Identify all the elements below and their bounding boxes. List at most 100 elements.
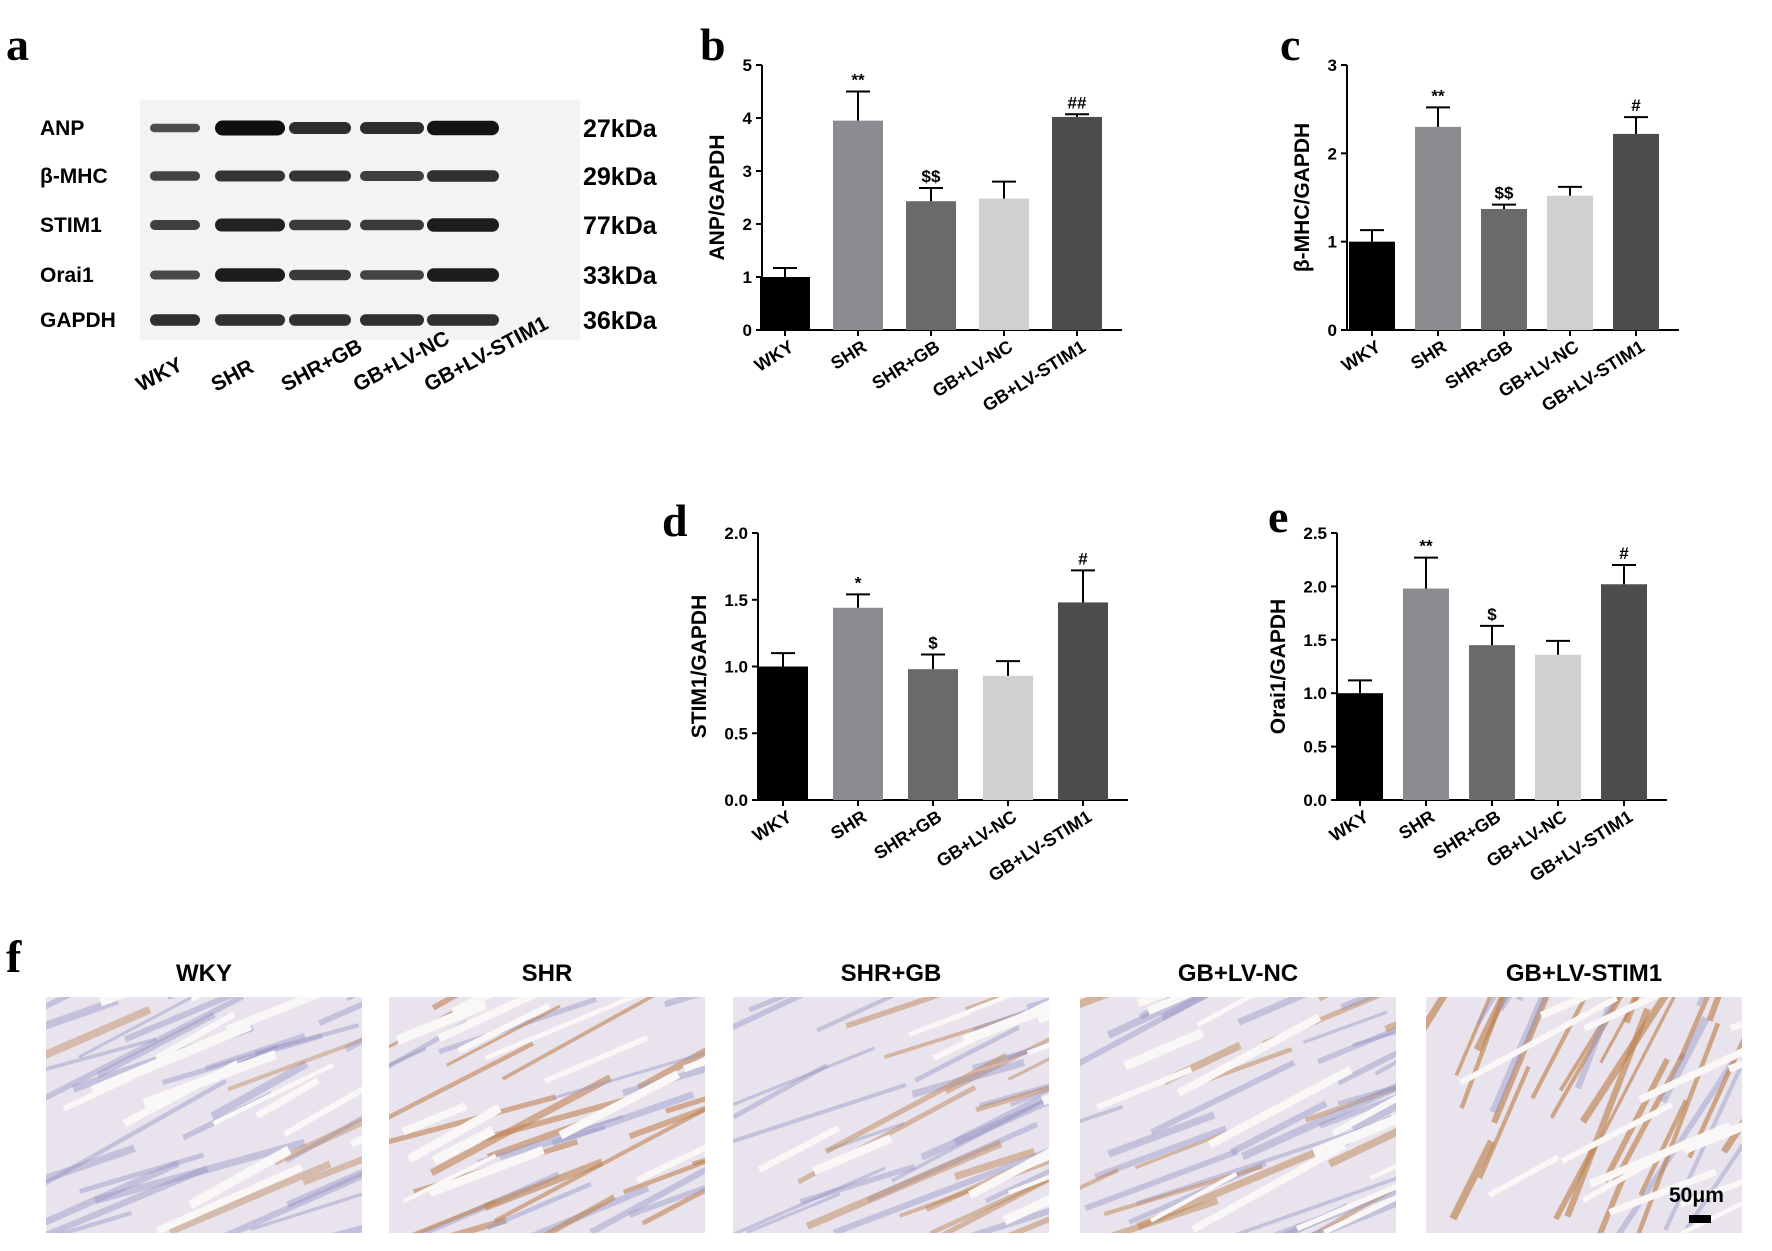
- bar: [979, 198, 1029, 330]
- blot-band: [360, 314, 424, 326]
- ihc-title: GB+LV-STIM1: [1505, 960, 1663, 987]
- bar: [1469, 645, 1515, 800]
- significance-label: $$: [1495, 184, 1514, 203]
- y-tick-label: 1.0: [724, 658, 748, 677]
- significance-label: **: [1431, 86, 1445, 105]
- blot-band: [289, 269, 351, 281]
- significance-label: #: [1078, 549, 1088, 568]
- y-axis-label: Orai1/GAPDH: [1270, 599, 1290, 734]
- y-tick-label: 2.0: [724, 524, 748, 543]
- y-tick-label: 0.0: [1303, 791, 1327, 810]
- blot-band: [289, 219, 351, 231]
- y-tick-label: 2.5: [1303, 524, 1327, 543]
- scale-bar: [1689, 1215, 1711, 1223]
- y-tick-label: 1.5: [1303, 631, 1327, 650]
- y-tick-label: 0: [743, 321, 752, 340]
- significance-label: #: [1631, 96, 1641, 115]
- panel-label-c: c: [1280, 19, 1301, 70]
- blot-band: [215, 314, 285, 326]
- bar: [1349, 241, 1395, 330]
- blot-band: [289, 122, 351, 134]
- y-axis-label: STIM1/GAPDH: [688, 595, 711, 739]
- y-axis-label: ANP/GAPDH: [706, 134, 729, 260]
- blot-band: [360, 270, 424, 280]
- bar: [1052, 116, 1102, 330]
- blot-band: [289, 170, 351, 182]
- y-tick-label: 2: [1328, 144, 1337, 163]
- bar: [1601, 584, 1647, 800]
- bar: [906, 201, 956, 330]
- blot-band: [215, 218, 285, 232]
- y-tick-label: 1.0: [1303, 684, 1327, 703]
- bar: [1481, 208, 1527, 330]
- blot-band: [215, 120, 285, 136]
- y-tick-label: 1: [743, 268, 752, 287]
- bar: [1337, 693, 1383, 800]
- x-tick-label: WKY: [1338, 336, 1384, 375]
- significance-label: $: [928, 633, 938, 652]
- panel-label-a: a: [6, 19, 29, 70]
- y-tick-label: 0.5: [1303, 738, 1327, 757]
- blot-kda-label: 33kDa: [583, 262, 658, 290]
- blot-protein-label: ANP: [40, 117, 84, 140]
- blot-kda-label: 77kDa: [583, 212, 658, 240]
- blot-kda-label: 36kDa: [583, 307, 658, 335]
- bar: [760, 277, 810, 330]
- blot-protein-label: GAPDH: [40, 309, 116, 332]
- y-tick-label: 3: [743, 162, 752, 181]
- ihc-image: [733, 997, 1049, 1233]
- blot-band: [360, 219, 424, 231]
- blot-band: [427, 268, 499, 282]
- blot-protein-label: Orai1: [40, 264, 94, 287]
- bar: [1403, 588, 1449, 800]
- significance-label: $$: [922, 167, 941, 186]
- bar: [1613, 133, 1659, 330]
- scale-bar-label: 50μm: [1669, 1184, 1724, 1207]
- y-tick-label: 5: [743, 56, 752, 75]
- significance-label: **: [1419, 537, 1433, 556]
- bar: [1535, 654, 1581, 800]
- blot-band: [427, 218, 499, 232]
- blot-band: [150, 270, 200, 280]
- blot-protein-label: β-MHC: [40, 165, 108, 188]
- bar: [758, 666, 808, 800]
- ihc-image: [389, 997, 705, 1233]
- panel-label-f: f: [6, 931, 22, 982]
- blot-band: [150, 220, 200, 230]
- significance-label: $: [1487, 605, 1497, 624]
- y-axis-label: β-MHC/GAPDH: [1291, 123, 1314, 272]
- blot-band: [427, 120, 499, 136]
- blot-band: [150, 314, 200, 326]
- y-tick-label: 1: [1328, 233, 1337, 252]
- y-tick-label: 4: [743, 109, 753, 128]
- bar-chart-anp: 012345ANP/GAPDHWKY**SHR$$SHR+GBGB+LV-NC#…: [706, 56, 1122, 415]
- blot-band: [427, 314, 499, 326]
- x-tick-label: WKY: [751, 336, 797, 375]
- ihc-image: [1426, 997, 1742, 1233]
- blot-lane-label: WKY: [133, 353, 187, 396]
- ihc-image: [46, 997, 362, 1233]
- bar: [1058, 602, 1108, 800]
- y-tick-label: 1.5: [724, 591, 748, 610]
- blot-kda-label: 29kDa: [583, 163, 658, 191]
- western-blot: ANP 27kDa β-MHC 29kDa STIM1 77kDa Orai1 33kDa GA…: [40, 100, 658, 396]
- y-tick-label: 0: [1328, 321, 1337, 340]
- y-tick-label: 3: [1328, 56, 1337, 75]
- panel-label-e: e: [1268, 491, 1289, 542]
- x-tick-label: SHR: [827, 336, 870, 373]
- y-tick-label: 0.0: [724, 791, 748, 810]
- bar: [908, 669, 958, 800]
- ihc-title: SHR: [521, 960, 573, 987]
- bar: [983, 675, 1033, 800]
- significance-label: ##: [1068, 93, 1087, 112]
- ihc-title: GB+LV-NC: [1177, 960, 1299, 987]
- y-tick-label: 2: [743, 215, 752, 234]
- y-tick-label: 0.5: [724, 724, 748, 743]
- blot-kda-label: 27kDa: [583, 115, 658, 143]
- ihc-image: [1080, 997, 1396, 1233]
- blot-band: [289, 314, 351, 326]
- blot-band: [150, 123, 200, 133]
- bar-chart-orai1: 0.00.51.01.52.02.5Orai1/GAPDHWKY**SHR$SH…: [1270, 524, 1667, 885]
- x-tick-label: WKY: [1326, 806, 1372, 845]
- significance-label: *: [855, 573, 862, 592]
